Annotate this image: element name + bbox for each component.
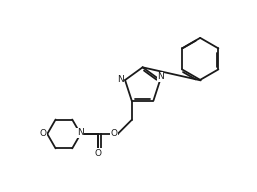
Text: O: O	[95, 149, 102, 158]
Text: N: N	[117, 75, 124, 84]
Text: N: N	[157, 73, 164, 81]
Text: O: O	[39, 129, 46, 138]
Text: N: N	[77, 128, 84, 137]
Text: O: O	[110, 129, 117, 138]
